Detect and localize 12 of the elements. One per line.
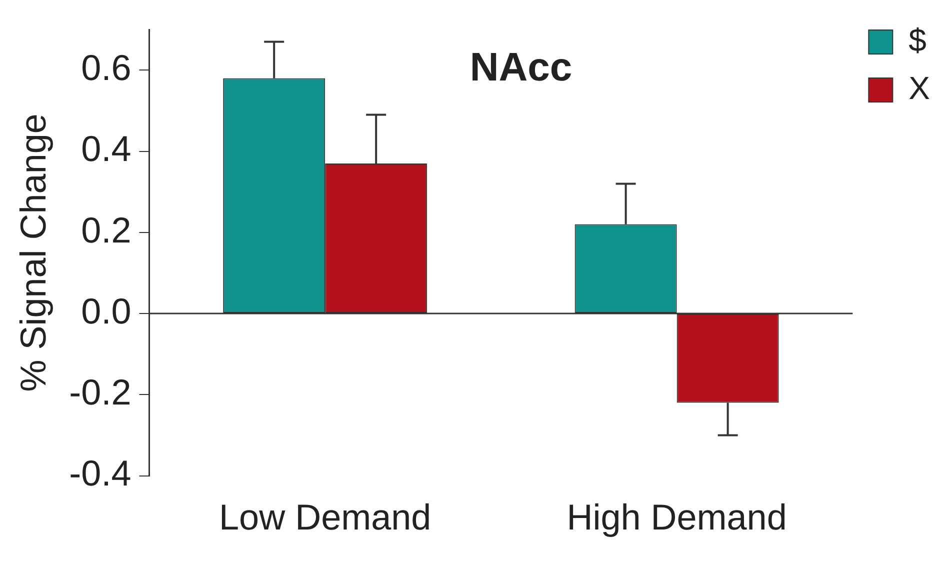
x-tick-label: High Demand xyxy=(566,496,787,538)
y-tick-label: 0.2 xyxy=(81,209,132,250)
y-tick-label: -0.2 xyxy=(69,372,132,413)
x-tick-label: Low Demand xyxy=(219,496,432,538)
legend-label: X xyxy=(908,70,930,106)
legend-label: $ xyxy=(908,22,927,58)
y-axis-title: % Signal Change xyxy=(12,114,54,392)
y-tick-label: 0.4 xyxy=(81,128,132,170)
y-tick-label: -0.4 xyxy=(69,452,132,494)
y-tick-label: 0.0 xyxy=(81,290,132,332)
y-tick-label: 0.6 xyxy=(81,47,132,88)
chart-title: NAcc xyxy=(470,46,572,90)
